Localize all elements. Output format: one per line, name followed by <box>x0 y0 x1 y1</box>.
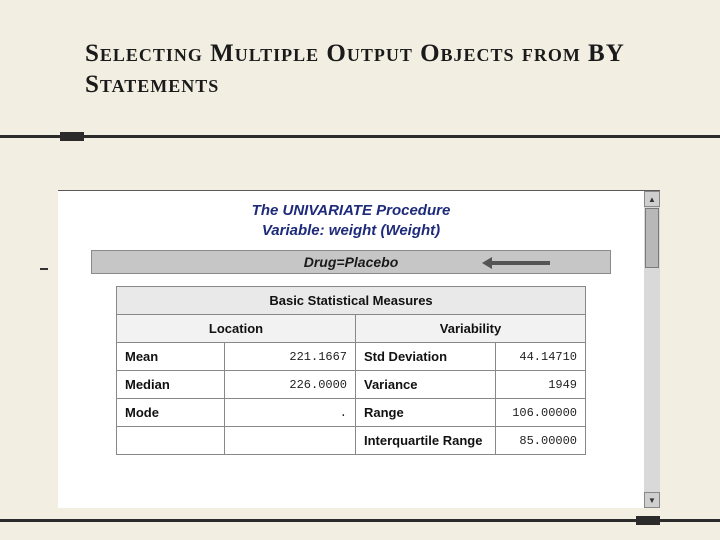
variability-header: Variability <box>356 315 586 343</box>
std-value: 44.14710 <box>496 343 586 371</box>
callout-arrow-icon <box>490 261 550 265</box>
output-window: ▲ ▼ The UNIVARIATE Procedure Variable: w… <box>58 190 660 508</box>
range-value: 106.00000 <box>496 399 586 427</box>
table-row: Median 226.0000 Variance 1949 <box>117 371 586 399</box>
iqr-value: 85.00000 <box>496 427 586 455</box>
median-value: 226.0000 <box>225 371 356 399</box>
median-label: Median <box>117 371 225 399</box>
blank-value <box>225 427 356 455</box>
scrollbar[interactable]: ▲ ▼ <box>644 191 660 508</box>
table-row: Mean 221.1667 Std Deviation 44.14710 <box>117 343 586 371</box>
procedure-title-line2: Variable: weight (Weight) <box>58 221 644 241</box>
mean-label: Mean <box>117 343 225 371</box>
scroll-up-button[interactable]: ▲ <box>644 191 660 207</box>
title-block: Selecting Multiple Output Objects from B… <box>85 38 645 101</box>
mode-label: Mode <box>117 399 225 427</box>
by-group-bar: Drug=Placebo <box>91 250 611 274</box>
mode-value: . <box>225 399 356 427</box>
variance-label: Variance <box>356 371 496 399</box>
blank-label <box>117 427 225 455</box>
slide-title: Selecting Multiple Output Objects from B… <box>85 38 645 101</box>
std-label: Std Deviation <box>356 343 496 371</box>
scroll-thumb[interactable] <box>645 208 659 268</box>
axis-tick <box>40 268 48 270</box>
slide: Selecting Multiple Output Objects from B… <box>0 0 720 540</box>
procedure-title-line1: The UNIVARIATE Procedure <box>58 201 644 221</box>
table-row: Mode . Range 106.00000 <box>117 399 586 427</box>
location-header: Location <box>117 315 356 343</box>
title-divider <box>0 135 720 138</box>
mean-value: 221.1667 <box>225 343 356 371</box>
by-group-label: Drug=Placebo <box>304 254 399 270</box>
scroll-down-button[interactable]: ▼ <box>644 492 660 508</box>
bottom-divider <box>0 519 720 522</box>
stats-table: Basic Statistical Measures Location Vari… <box>116 286 586 455</box>
table-row: Interquartile Range 85.00000 <box>117 427 586 455</box>
output-content: The UNIVARIATE Procedure Variable: weigh… <box>58 191 644 508</box>
iqr-label: Interquartile Range <box>356 427 496 455</box>
table-row: Location Variability <box>117 315 586 343</box>
table-title: Basic Statistical Measures <box>117 287 586 315</box>
variance-value: 1949 <box>496 371 586 399</box>
table-row: Basic Statistical Measures <box>117 287 586 315</box>
range-label: Range <box>356 399 496 427</box>
